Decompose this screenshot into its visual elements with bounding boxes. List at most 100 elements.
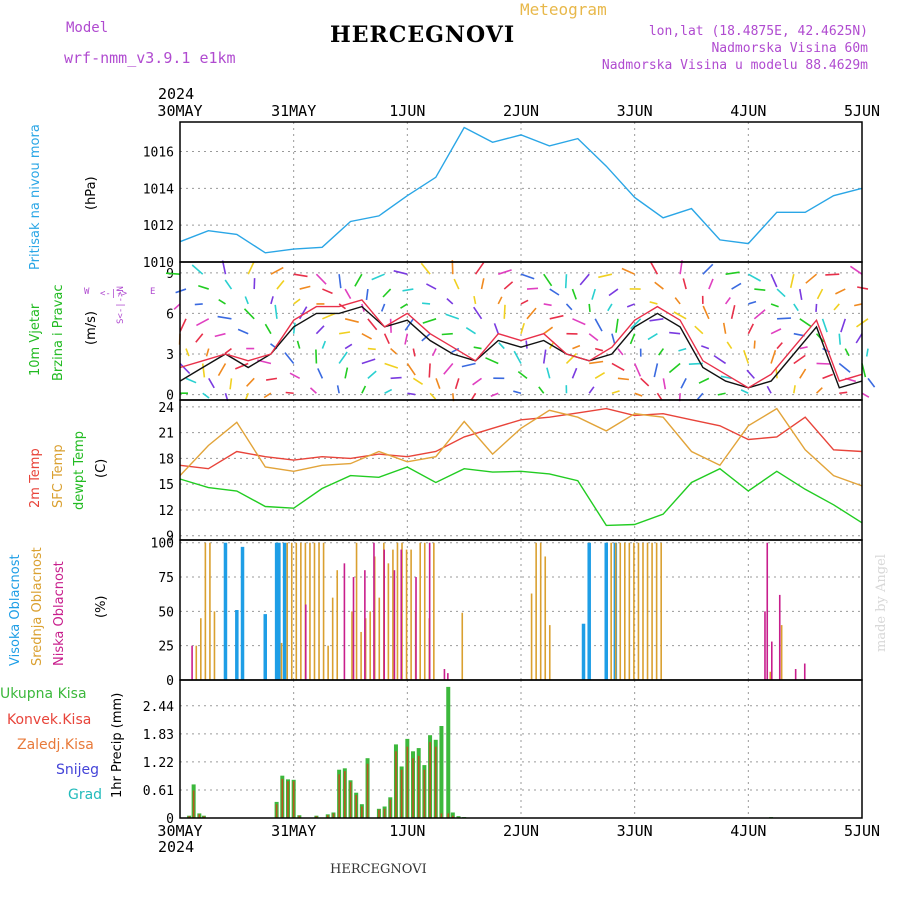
- conv-precip-bar: [287, 781, 289, 818]
- wind-arrow: [753, 309, 766, 320]
- wind-arrow: [234, 362, 249, 370]
- wind-arrow: [776, 342, 783, 350]
- y-tick-label: 1012: [143, 219, 174, 234]
- wind-arrow: [611, 390, 620, 395]
- wind-arrow: [431, 348, 437, 357]
- mid-cloud-bar: [646, 542, 649, 680]
- wind-arrow: [361, 358, 376, 365]
- wind-arrow: [221, 260, 227, 275]
- wind-arrow: [400, 303, 408, 309]
- mid-cloud-bar: [539, 542, 542, 680]
- wind-arrow: [591, 288, 596, 300]
- wind-arrow: [640, 377, 650, 387]
- wind-arrow: [426, 283, 437, 290]
- wind-arrow: [725, 271, 740, 275]
- wind-arrow: [564, 274, 568, 289]
- total-precip-bar: [456, 816, 461, 818]
- wind-arrow: [549, 314, 564, 320]
- wind-arrow: [731, 282, 742, 290]
- elevation-text: Nadmorska Visina 60m: [711, 41, 868, 56]
- conv-precip-bar: [406, 746, 409, 818]
- high-cloud-bar: [277, 542, 281, 680]
- wind-arrow: [634, 392, 643, 397]
- wind-arrow: [428, 363, 431, 378]
- wind-arrow: [840, 318, 847, 333]
- mid-cloud-bar: [313, 542, 316, 680]
- conv-precip-bar: [412, 758, 414, 818]
- wind-arrow: [526, 287, 539, 290]
- wind-arrow: [317, 368, 324, 379]
- wind-arrow: [708, 278, 714, 290]
- wind-arrow: [202, 392, 210, 399]
- wind-arrow: [594, 318, 603, 332]
- mid-cloud-bar: [318, 542, 320, 680]
- mid-cloud-bar: [423, 542, 426, 680]
- y-tick-label: 24: [158, 401, 174, 416]
- wind-arrow: [611, 362, 625, 371]
- mid-cloud-bar: [642, 542, 644, 680]
- wind-unit: (m/s): [84, 311, 99, 345]
- y-tick-label: 1.83: [143, 728, 174, 743]
- mid-cloud-bar: [322, 542, 325, 680]
- wind-arrow: [404, 318, 414, 331]
- wind-arrow: [748, 300, 757, 305]
- high-cloud-bar: [263, 614, 267, 680]
- wind-arrow: [217, 315, 232, 320]
- wind-side-label-2: Brzina i Pravac: [51, 284, 66, 381]
- wind-arrow: [513, 350, 522, 364]
- wind-arrow: [390, 347, 398, 355]
- mid-cloud-bar: [548, 625, 551, 680]
- low-cloud-bar: [400, 549, 403, 680]
- low-cloud-bar: [443, 669, 446, 680]
- low-cloud-bar: [343, 563, 346, 680]
- mid-cloud-bar: [405, 549, 408, 680]
- dewpt-side-label: dewpt Temp: [72, 430, 87, 510]
- precip-frozen-label: Zaledj.Kisa: [17, 737, 94, 753]
- conv-precip-bar: [292, 781, 295, 818]
- mid-cloud-bar: [204, 542, 207, 680]
- wind-arrow: [217, 363, 227, 376]
- wind-arrow: [615, 318, 619, 333]
- model-elevation-text: Nadmorska Visina u modelu 88.4629m: [601, 58, 868, 73]
- wind-arrow: [503, 281, 514, 290]
- wind-arrow: [702, 305, 710, 320]
- y-tick-label: 1.22: [143, 756, 174, 771]
- y-tick-label: 2.44: [143, 700, 174, 715]
- wind-arrow: [861, 392, 870, 398]
- wind-arrow: [770, 273, 778, 288]
- wind-arrow: [617, 377, 629, 381]
- compass-w: W: [84, 287, 90, 297]
- wind-arrow: [218, 299, 226, 305]
- wind-arrow: [265, 377, 278, 381]
- wind-arrow: [263, 392, 272, 399]
- wind-arrow: [838, 362, 851, 373]
- y-tick-label: 1010: [143, 256, 174, 271]
- wind-arrow: [490, 392, 499, 397]
- x-tick-label-top: 31MAY: [271, 102, 316, 120]
- wind-arrow: [549, 288, 560, 296]
- wind-arrow: [384, 362, 399, 369]
- wind-arrow: [322, 288, 333, 295]
- wind-arrow: [722, 322, 727, 334]
- high-cloud-bar: [235, 610, 239, 680]
- mid-cloud-bar: [433, 542, 435, 680]
- wind-arrow: [389, 318, 392, 333]
- conv-precip-bar: [281, 778, 284, 818]
- wind-arrow: [766, 385, 772, 394]
- wind-arrow: [844, 348, 850, 357]
- wind-arrow: [608, 288, 619, 297]
- wind-arrow: [821, 318, 828, 333]
- wind-arrow: [572, 318, 586, 326]
- wind-arrow: [747, 273, 761, 282]
- conv-precip-bar: [349, 782, 352, 818]
- y-tick-label: 1014: [143, 182, 174, 197]
- mid-cloud-bar: [535, 542, 537, 680]
- y-tick-label: 75: [158, 571, 174, 586]
- conv-precip-bar: [198, 814, 201, 818]
- wind-arrow: [422, 318, 437, 324]
- wind-arrow: [435, 378, 441, 389]
- wind-arrow: [198, 284, 209, 290]
- wind-arrow: [682, 278, 687, 290]
- mid-cloud-bar: [396, 542, 399, 680]
- high-cloud-bar: [604, 542, 608, 680]
